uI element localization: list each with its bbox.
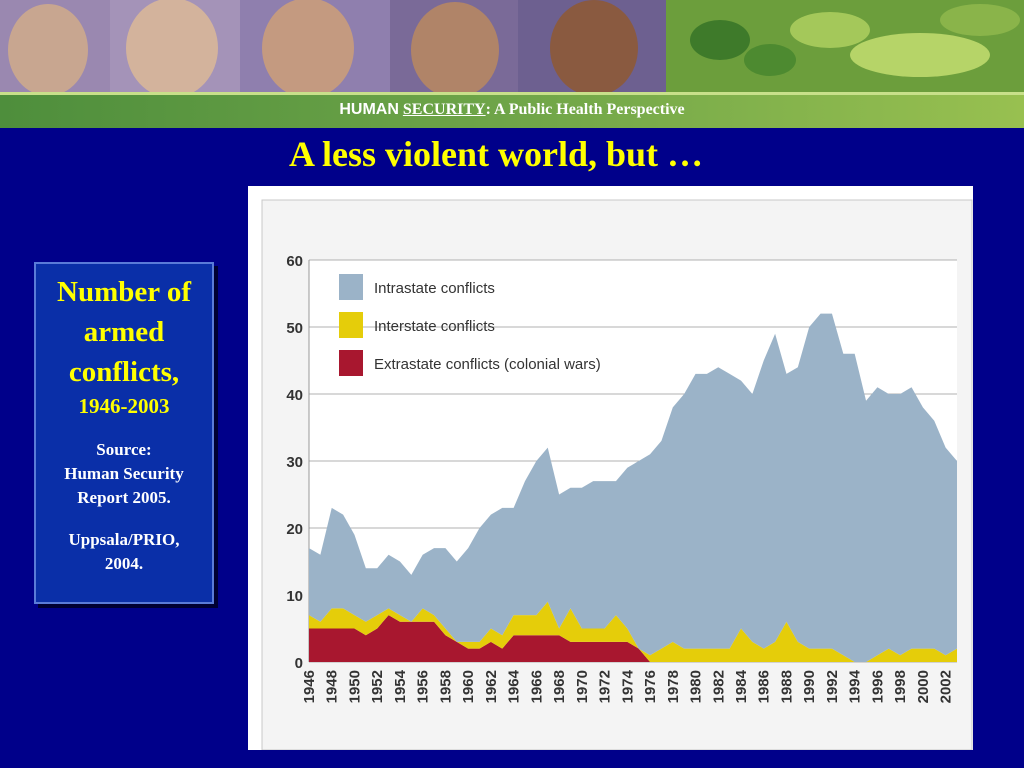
x-tick-label: 2002 xyxy=(938,670,955,703)
legend-swatch xyxy=(339,274,363,300)
caption-source-line-3: Uppsala/PRIO, xyxy=(68,530,180,549)
x-tick-label: 1984 xyxy=(733,669,750,703)
x-tick-label: 1960 xyxy=(460,670,477,703)
x-tick-label: 1976 xyxy=(642,670,659,703)
legend-swatch xyxy=(339,350,363,376)
chart-panel: 0 10 20 30 40 50 60 1946 1948 1950 1952 1954 1956 195… xyxy=(248,186,973,750)
legend-label: Intrastate conflicts xyxy=(374,280,495,297)
x-tick-label: 1968 xyxy=(551,670,568,703)
caption-source-label: Source: xyxy=(96,440,152,459)
brand-human: HUMAN xyxy=(339,101,399,118)
caption-source-line-2: Report 2005. xyxy=(77,488,171,507)
series-area-intrastate xyxy=(309,313,957,662)
x-tick-label: 1956 xyxy=(415,670,432,703)
y-tick-label: 40 xyxy=(286,387,303,404)
series-area-extrastate xyxy=(309,615,957,662)
virus-image xyxy=(666,0,1024,92)
caption-line-1: Number of xyxy=(57,276,191,308)
x-tick-label: 1948 xyxy=(324,670,341,703)
face-photo-2 xyxy=(110,0,240,98)
x-tick-label: 1980 xyxy=(688,670,705,703)
x-tick-label: 1972 xyxy=(597,670,614,703)
brand-security: SECURITY xyxy=(402,101,486,118)
x-tick-label: 1994 xyxy=(847,669,864,703)
header-banner xyxy=(0,0,1024,128)
conflicts-area-chart: 0 10 20 30 40 50 60 1946 1948 1950 1952 1954 1956 195… xyxy=(261,199,973,750)
legend-label: Extrastate conflicts (colonial wars) xyxy=(374,356,601,373)
x-tick-label: 1970 xyxy=(574,670,591,703)
x-tick-label: 1978 xyxy=(665,670,682,703)
y-tick-label: 10 xyxy=(286,588,303,605)
y-tick-label: 60 xyxy=(286,253,303,270)
x-tick-label: 1950 xyxy=(346,670,363,703)
face-photo-1 xyxy=(0,0,110,96)
legend-swatch xyxy=(339,312,363,338)
x-tick-label: 1964 xyxy=(506,669,523,703)
x-tick-label: 1998 xyxy=(892,670,909,703)
x-tick-label: 1966 xyxy=(528,670,545,703)
legend-label: Interstate conflicts xyxy=(374,318,495,335)
slide-title: A less violent world, but … xyxy=(288,134,704,174)
header-tagline: : A Public Health Perspective xyxy=(485,101,685,118)
caption-line-2: armed xyxy=(83,316,165,348)
x-tick-label: 1974 xyxy=(619,669,636,703)
y-tick-label: 0 xyxy=(295,655,303,672)
x-tick-label: 1954 xyxy=(392,669,409,703)
face-photo-5 xyxy=(518,0,666,96)
x-tick-label: 1946 xyxy=(301,670,318,703)
series-area-interstate xyxy=(309,601,957,662)
y-tick-label: 30 xyxy=(286,454,303,471)
x-tick-label: 1958 xyxy=(437,670,454,703)
y-tick-label: 20 xyxy=(286,521,303,538)
caption-source-line-1: Human Security xyxy=(64,464,184,483)
x-tick-label: 1996 xyxy=(869,670,886,703)
caption-box: Number of armed conflicts, 1946-2003 Sou… xyxy=(34,262,214,604)
caption-source-line-4: 2004. xyxy=(104,554,144,573)
y-tick-label: 50 xyxy=(286,320,303,337)
x-tick-label: 1992 xyxy=(824,670,841,703)
caption-line-3: conflicts, xyxy=(68,356,180,388)
header-subtitle: HUMAN SECURITY: A Public Health Perspect… xyxy=(0,101,1024,119)
face-photo-3 xyxy=(240,0,390,98)
x-tick-label: 1986 xyxy=(756,670,773,703)
caption-years: 1946-2003 xyxy=(78,394,170,418)
x-tick-label: 1988 xyxy=(778,670,795,703)
x-tick-label: 1982 xyxy=(710,670,727,703)
x-tick-label: 2000 xyxy=(915,670,932,703)
face-photo-4 xyxy=(390,0,518,98)
x-tick-label: 1962 xyxy=(483,670,500,703)
x-tick-label: 1952 xyxy=(369,670,386,703)
x-tick-label: 1990 xyxy=(801,670,818,703)
